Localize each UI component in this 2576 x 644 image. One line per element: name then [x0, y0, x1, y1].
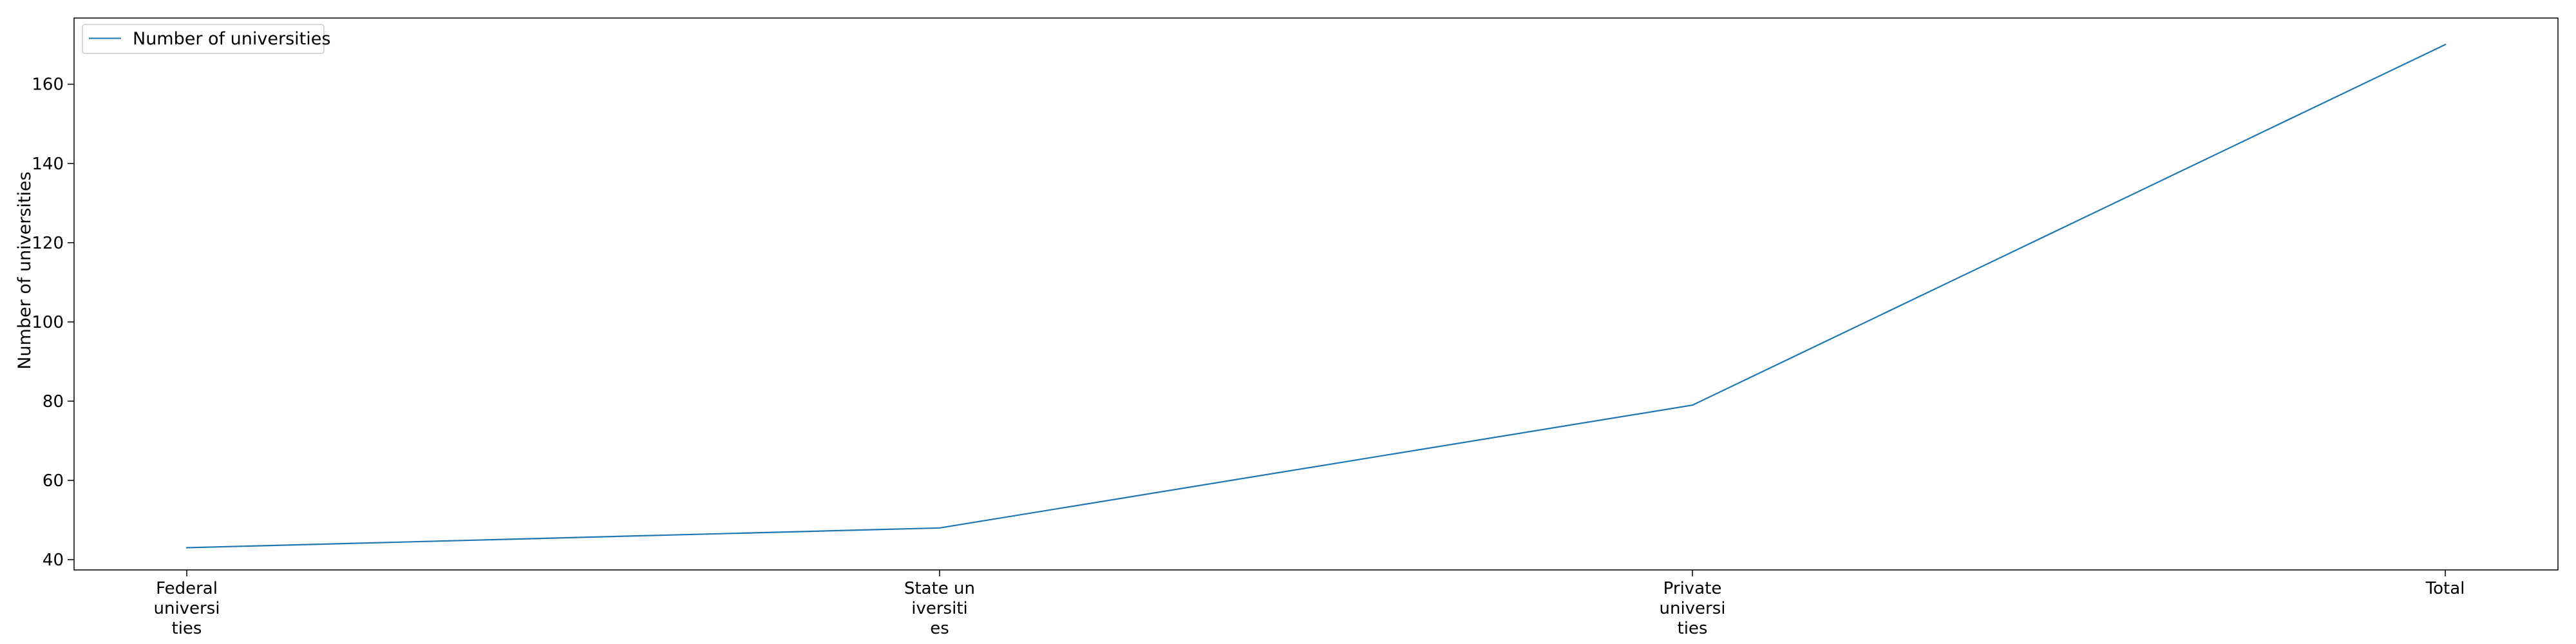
y-tick-label: 100 [32, 313, 64, 332]
series-line [185, 43, 2447, 549]
y-tick-label: 80 [43, 392, 64, 412]
legend-label-number-of-universities: Number of universities [133, 29, 330, 49]
x-tick-label: Total [2425, 579, 2465, 598]
y-tick-label: 160 [32, 75, 64, 95]
y-axis-label: Number of universities [15, 171, 35, 369]
x-axis-ticks: Federal universi ties State un iversiti es Pri… [153, 570, 2465, 638]
y-tick-label: 60 [43, 471, 64, 491]
y-tick-label: 40 [43, 551, 64, 570]
y-tick-label: 140 [32, 155, 64, 174]
y-tick-label: 120 [32, 234, 64, 253]
legend: Number of universities [82, 24, 330, 54]
y-axis-label-group: Number of universities [15, 171, 35, 369]
plot-area-frame [73, 17, 2559, 571]
y-axis-ticks: 40 60 80 100 120 140 160 [32, 75, 74, 570]
x-tick-label: Private universi ties [1659, 579, 1725, 638]
x-tick-label: Federal universi ties [153, 579, 220, 638]
legend-box [82, 24, 325, 54]
plot-lines [185, 43, 2447, 549]
x-tick-label: State un iversiti es [904, 579, 975, 638]
